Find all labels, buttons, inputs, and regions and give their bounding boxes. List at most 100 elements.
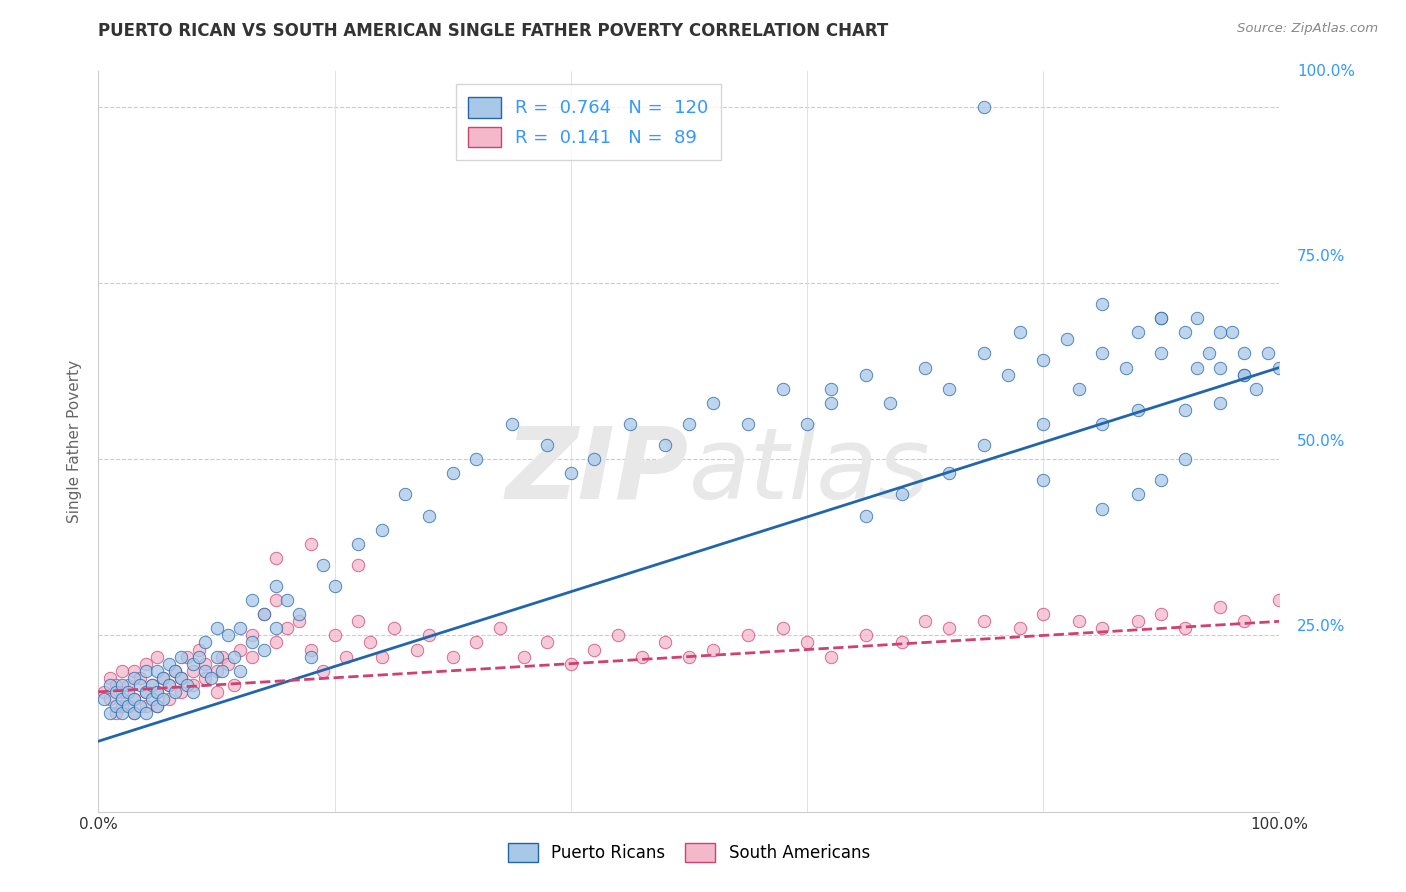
Point <box>176 649 198 664</box>
Point <box>938 467 960 481</box>
Point <box>146 698 169 713</box>
Text: PUERTO RICAN VS SOUTH AMERICAN SINGLE FATHER POVERTY CORRELATION CHART: PUERTO RICAN VS SOUTH AMERICAN SINGLE FA… <box>98 22 889 40</box>
Point <box>194 671 217 685</box>
Point <box>152 671 174 685</box>
Legend: Puerto Ricans, South Americans: Puerto Ricans, South Americans <box>496 831 882 874</box>
Point <box>157 678 180 692</box>
Point <box>855 508 877 523</box>
Point <box>288 607 311 622</box>
Point <box>165 664 187 678</box>
Point <box>157 657 180 671</box>
Point <box>855 368 877 382</box>
Point <box>264 579 287 593</box>
Point <box>914 360 936 375</box>
Point <box>1150 473 1173 487</box>
Point <box>1209 325 1232 339</box>
Point <box>973 615 995 629</box>
Point <box>938 382 960 396</box>
Y-axis label: Single Father Poverty: Single Father Poverty <box>67 360 83 523</box>
Point <box>654 635 676 649</box>
Point <box>141 678 163 692</box>
Point <box>253 607 276 622</box>
Point <box>855 628 877 642</box>
Point <box>170 685 193 699</box>
Point <box>299 537 322 551</box>
Point <box>1209 600 1232 615</box>
Point <box>128 678 150 692</box>
Point <box>619 417 641 431</box>
Point <box>135 664 157 678</box>
Point <box>512 649 534 664</box>
Point <box>170 649 193 664</box>
Point <box>312 558 335 572</box>
Point <box>224 678 246 692</box>
Point <box>146 649 169 664</box>
Point <box>229 621 252 635</box>
Point <box>205 621 228 635</box>
Point <box>997 368 1019 382</box>
Point <box>879 396 901 410</box>
Point <box>1032 353 1054 368</box>
Point <box>288 615 311 629</box>
Point <box>1067 382 1090 396</box>
Point <box>678 417 700 431</box>
Point <box>796 635 818 649</box>
Point <box>1174 621 1197 635</box>
Point <box>678 649 700 664</box>
Point <box>264 593 287 607</box>
Point <box>276 621 298 635</box>
Point <box>1126 615 1149 629</box>
Text: atlas: atlas <box>689 423 931 520</box>
Point <box>240 635 263 649</box>
Point <box>93 692 115 706</box>
Point <box>152 692 174 706</box>
Point <box>98 671 121 685</box>
Point <box>772 621 794 635</box>
Point <box>312 664 335 678</box>
Point <box>141 678 163 692</box>
Text: Source: ZipAtlas.com: Source: ZipAtlas.com <box>1237 22 1378 36</box>
Text: ZIP: ZIP <box>506 423 689 520</box>
Point <box>1174 402 1197 417</box>
Point <box>135 685 157 699</box>
Point <box>211 649 233 664</box>
Point <box>128 698 150 713</box>
Point <box>111 678 134 692</box>
Point <box>1220 325 1243 339</box>
Point <box>253 642 276 657</box>
Point <box>1126 487 1149 501</box>
Point <box>135 698 157 713</box>
Point <box>111 692 134 706</box>
Point <box>146 664 169 678</box>
Point <box>560 657 582 671</box>
Point <box>181 657 204 671</box>
Point <box>217 657 239 671</box>
Point <box>200 671 222 685</box>
Point <box>111 685 134 699</box>
Point <box>371 523 394 537</box>
Point <box>347 615 370 629</box>
Point <box>122 692 145 706</box>
Point <box>1115 360 1137 375</box>
Point <box>914 615 936 629</box>
Point <box>441 467 464 481</box>
Point <box>938 621 960 635</box>
Point <box>128 671 150 685</box>
Point <box>347 537 370 551</box>
Point <box>187 642 209 657</box>
Point <box>187 649 209 664</box>
Point <box>157 692 180 706</box>
Point <box>1091 417 1114 431</box>
Point <box>1185 311 1208 326</box>
Point <box>1126 402 1149 417</box>
Point <box>1008 621 1031 635</box>
Point <box>1126 325 1149 339</box>
Point <box>141 692 163 706</box>
Point <box>1032 607 1054 622</box>
Point <box>796 417 818 431</box>
Point <box>1233 368 1256 382</box>
Point <box>299 642 322 657</box>
Point <box>489 621 512 635</box>
Point <box>702 396 724 410</box>
Point <box>194 635 217 649</box>
